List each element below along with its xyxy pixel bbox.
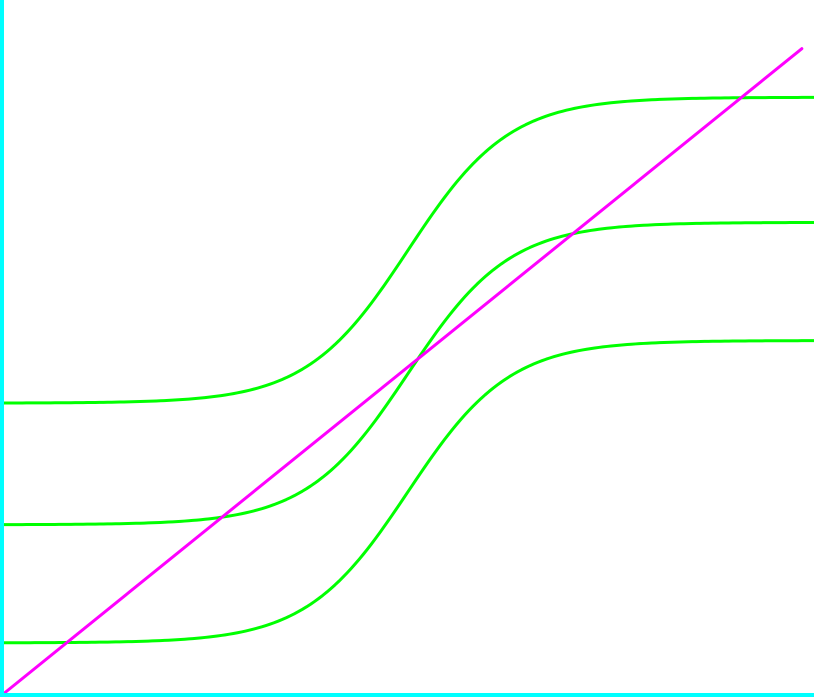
sigmoid-curve-3 [0, 339, 814, 645]
diagonal-line [0, 47, 804, 697]
sigmoid-curve-2 [0, 221, 814, 527]
sigmoid-curve-1 [0, 95, 814, 405]
series-layer [0, 47, 814, 697]
